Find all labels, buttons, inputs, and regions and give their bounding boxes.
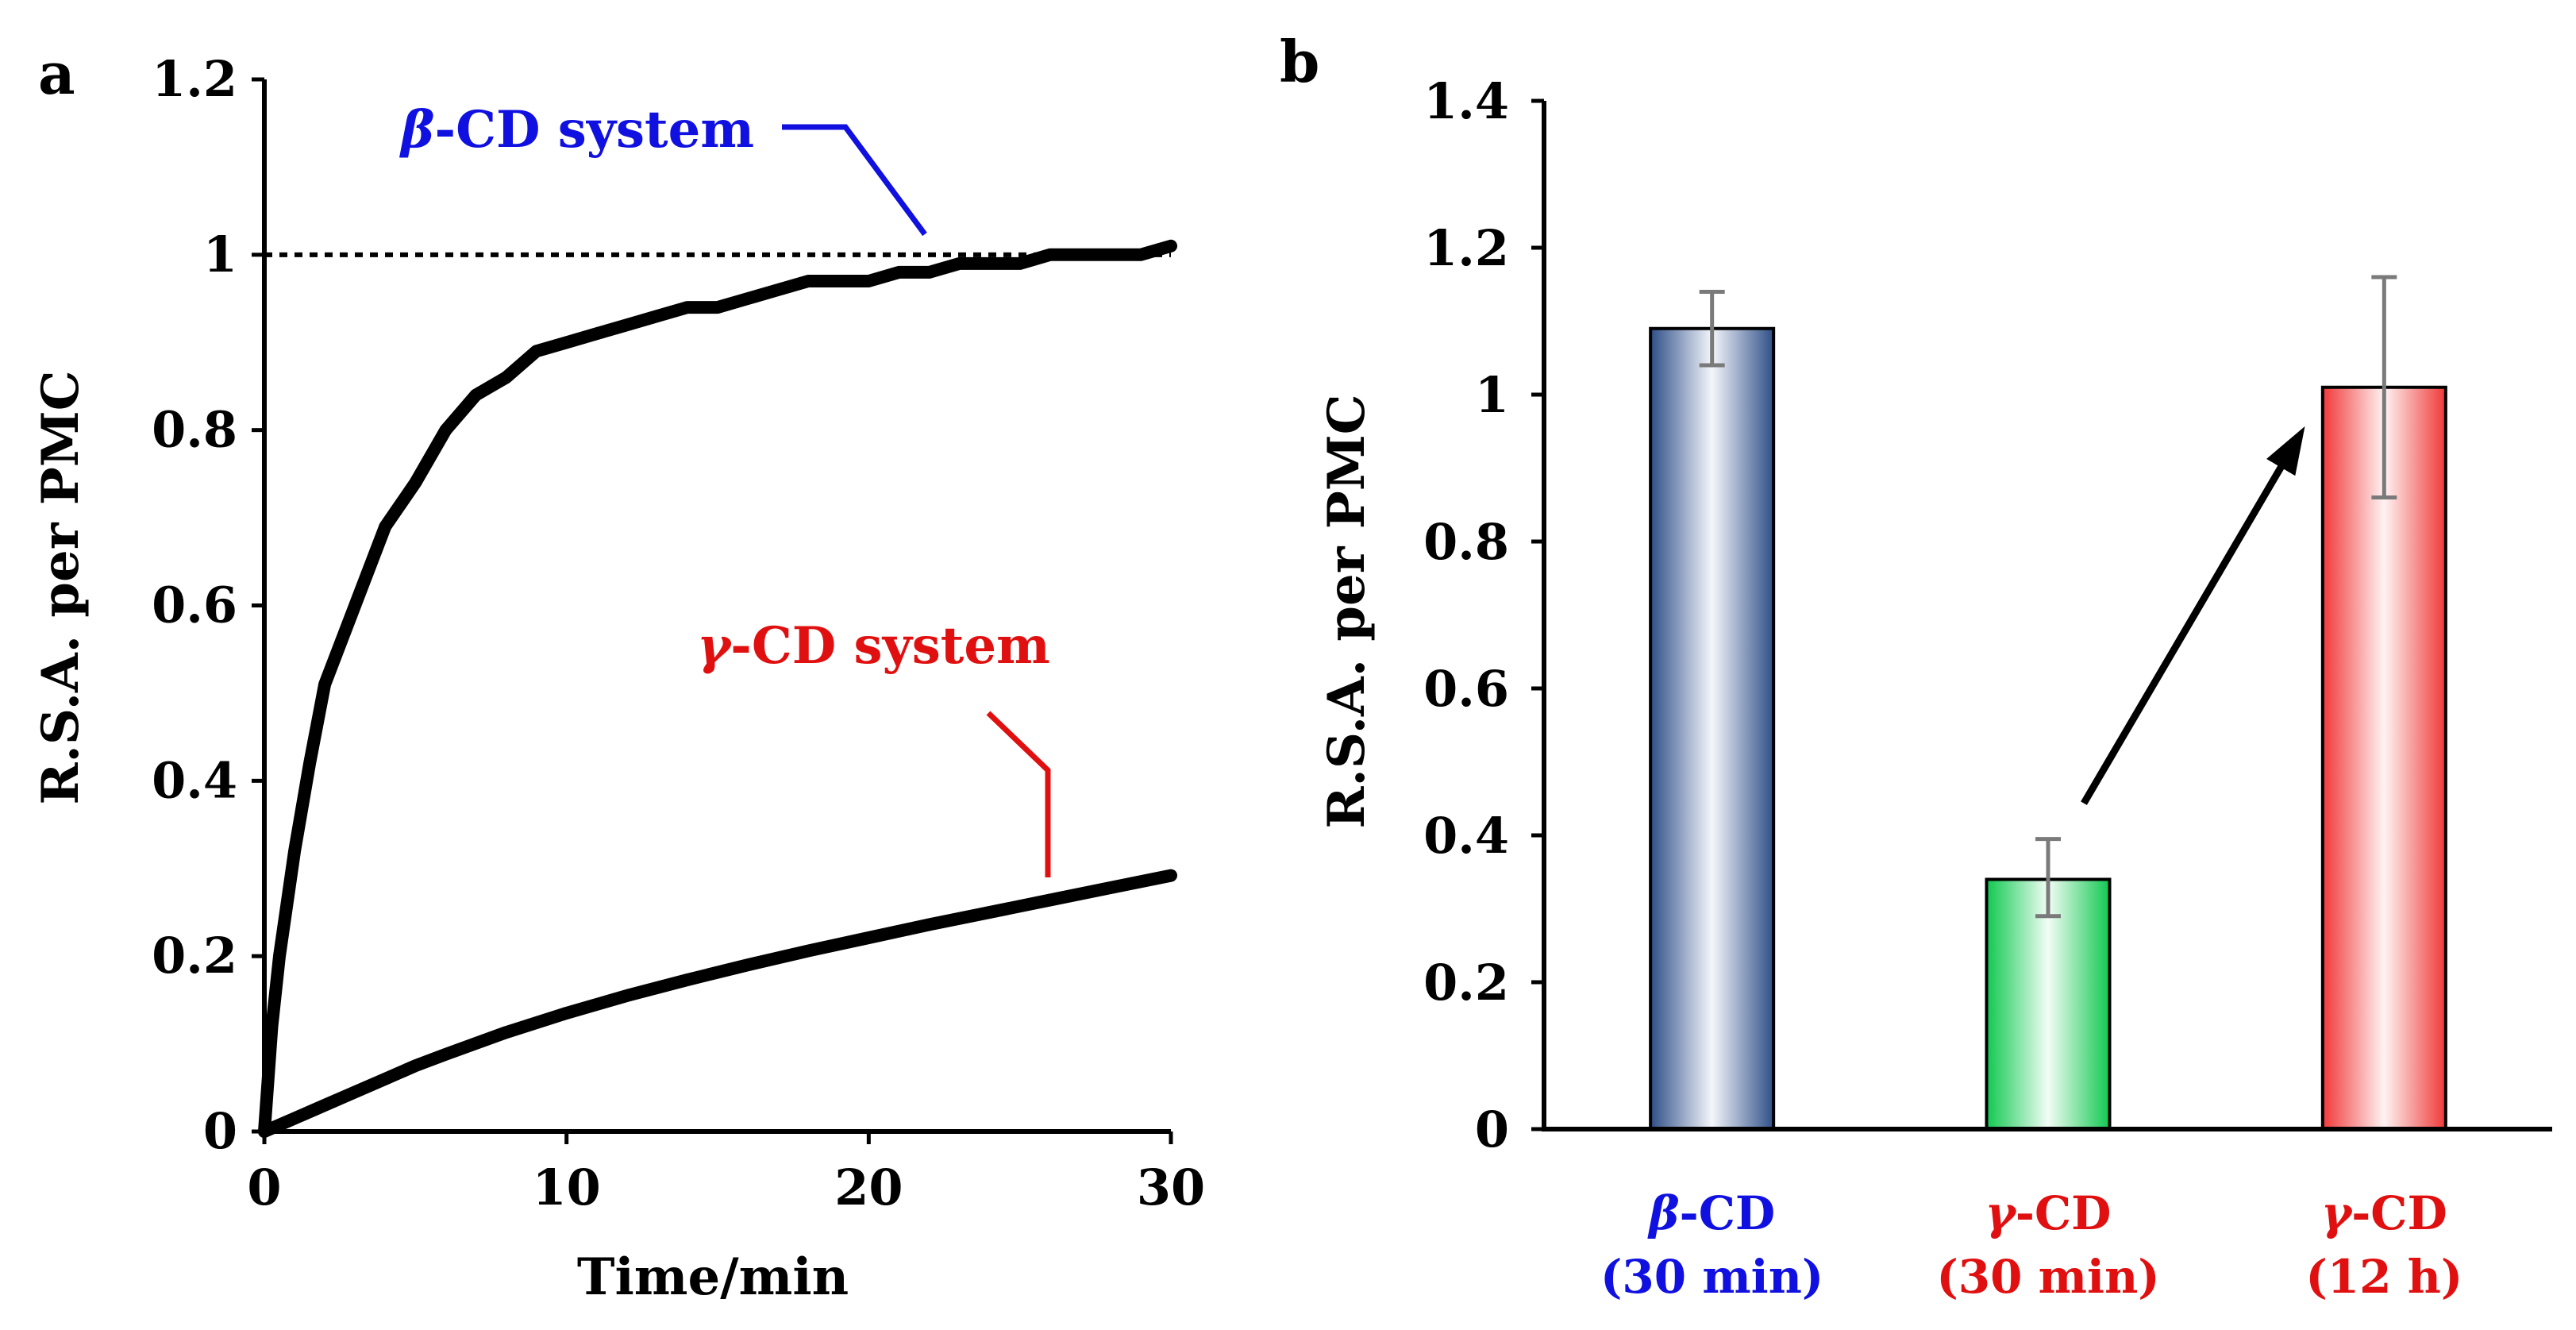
panel-b-y-tick-label: 0.8 bbox=[1423, 513, 1509, 571]
beta-label-leader bbox=[782, 124, 927, 237]
panel-a-x-tick-label: 10 bbox=[533, 1158, 601, 1216]
panel-a-y-tick-label: 0 bbox=[203, 1102, 237, 1160]
bar-0 bbox=[1649, 326, 1776, 1131]
beta-series-label-suffix: -CD system bbox=[435, 100, 755, 160]
panel-a-y-tick-label: 1 bbox=[203, 226, 237, 283]
panel-b-y-tick-label: 1 bbox=[1475, 366, 1509, 424]
beta-cd-series-line bbox=[258, 239, 1177, 1138]
panel-a-y-tick-label: 0.4 bbox=[152, 751, 237, 809]
panel-b-y-tick-label: 1.2 bbox=[1423, 219, 1509, 277]
panel-a-x-axis-title: Time/min bbox=[577, 1247, 849, 1307]
panel-a-x-tick-group: 0 10 20 30 bbox=[247, 1131, 1205, 1216]
panel-a-label: a bbox=[38, 40, 75, 107]
panel-a-series-group bbox=[258, 239, 1177, 1138]
category-suffix-2: -CD bbox=[2351, 1186, 2447, 1240]
panel-b-category-label-group: β-CD(30 min)γ-CD(30 min)γ-CD(12 h) bbox=[1600, 1186, 2462, 1304]
gamma-label-leader bbox=[986, 711, 1051, 877]
panel-a-y-tick-label: 0.8 bbox=[152, 401, 237, 459]
panel-b-bar-group bbox=[1649, 326, 2447, 1131]
category-suffix-1: -CD bbox=[2016, 1186, 2112, 1240]
panel-a-y-tick-group: 0 0.2 0.4 0.6 0.8 1 1.2 bbox=[152, 50, 264, 1160]
category-label-2: γ-CD bbox=[2321, 1186, 2447, 1240]
category-time-1: (30 min) bbox=[1936, 1250, 2159, 1304]
beta-series-label: β-CD system bbox=[399, 100, 754, 160]
gamma-series-label-suffix: -CD system bbox=[730, 616, 1050, 676]
panel-b-bar-chart: b R.S.A. per PMC 00.20.40.60.811.21.4 β-… bbox=[1280, 28, 2552, 1304]
panel-a-y-tick-label: 0.6 bbox=[152, 576, 237, 634]
panel-b-y-tick-label: 0.6 bbox=[1423, 660, 1509, 718]
category-prefix-1: γ bbox=[1985, 1186, 2018, 1240]
category-prefix-2: γ bbox=[2321, 1186, 2354, 1240]
category-prefix-0: β bbox=[1647, 1186, 1680, 1240]
panel-b-y-axis-title: R.S.A. per PMC bbox=[1317, 394, 1377, 828]
category-time-0: (30 min) bbox=[1600, 1250, 1823, 1304]
gamma-series-label-prefix: γ bbox=[697, 616, 733, 676]
panel-a-line-chart: a R.S.A. per PMC Time/min 0 0.2 0.4 0.6 0.8 1… bbox=[31, 40, 1205, 1307]
panel-b-y-tick-label: 0.4 bbox=[1423, 807, 1509, 865]
gamma-cd-series-line bbox=[258, 869, 1177, 1138]
panel-b-y-tick-label: 0 bbox=[1475, 1101, 1509, 1158]
category-suffix-0: -CD bbox=[1680, 1186, 1776, 1240]
panel-a-y-tick-label: 1.2 bbox=[152, 50, 237, 108]
panel-a-y-tick-label: 0.2 bbox=[152, 927, 237, 985]
panel-a-x-tick-label: 30 bbox=[1137, 1158, 1205, 1216]
panel-b-error-bar-group bbox=[1699, 275, 2397, 919]
panel-b-y-tick-group: 0 0.2 0.4 0.6 0.8 1 1.2 1.4 bbox=[1423, 72, 1544, 1158]
beta-series-label-prefix: β bbox=[399, 100, 435, 160]
category-label-0: β-CD bbox=[1647, 1186, 1775, 1240]
category-time-2: (12 h) bbox=[2305, 1250, 2462, 1304]
increase-arrow bbox=[2081, 426, 2305, 805]
panel-a-x-tick-label: 20 bbox=[834, 1158, 903, 1216]
panel-a-y-axis-title: R.S.A. per PMC bbox=[31, 370, 90, 804]
panel-a-x-tick-label: 0 bbox=[247, 1158, 281, 1216]
panel-b-y-tick-label: 1.4 bbox=[1423, 72, 1509, 130]
panel-b-label: b bbox=[1280, 28, 1319, 95]
gamma-series-label: γ-CD system bbox=[697, 616, 1050, 676]
panel-b-y-tick-label: 0.2 bbox=[1423, 954, 1509, 1012]
category-label-1: γ-CD bbox=[1985, 1186, 2112, 1240]
